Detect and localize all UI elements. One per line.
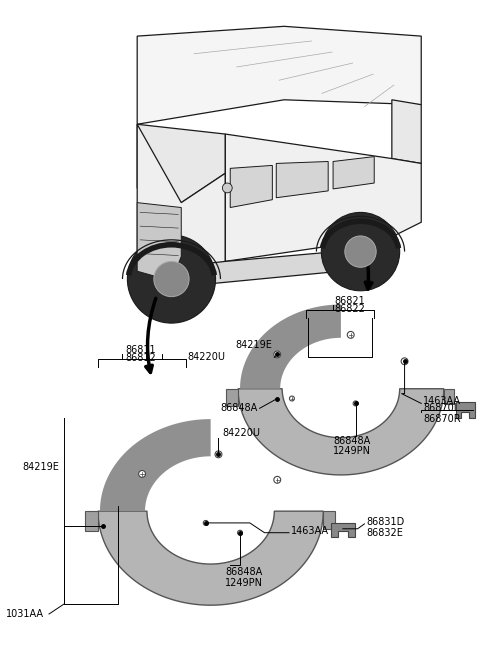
Polygon shape — [225, 134, 421, 261]
Polygon shape — [238, 389, 444, 475]
Text: 86821: 86821 — [335, 296, 365, 306]
Text: 1249PN: 1249PN — [333, 447, 371, 457]
Text: 86870L: 86870L — [423, 403, 459, 413]
Circle shape — [204, 520, 208, 525]
Polygon shape — [137, 203, 181, 281]
Circle shape — [215, 451, 222, 458]
Text: 84219E: 84219E — [22, 462, 59, 472]
Text: 1463AA: 1463AA — [423, 396, 461, 407]
Text: 86822: 86822 — [335, 304, 365, 314]
Text: 86832E: 86832E — [366, 527, 403, 538]
Polygon shape — [331, 523, 355, 537]
Polygon shape — [137, 26, 421, 124]
Polygon shape — [100, 419, 211, 511]
Circle shape — [289, 396, 294, 401]
Circle shape — [238, 530, 242, 535]
Polygon shape — [444, 389, 454, 404]
Polygon shape — [98, 511, 324, 605]
Text: 86831D: 86831D — [366, 517, 405, 527]
Polygon shape — [333, 157, 374, 189]
Circle shape — [274, 476, 281, 483]
Circle shape — [222, 183, 232, 193]
Circle shape — [345, 236, 376, 267]
Polygon shape — [324, 511, 335, 529]
Circle shape — [274, 351, 281, 358]
Polygon shape — [226, 389, 238, 406]
Polygon shape — [85, 511, 98, 531]
Text: 86812: 86812 — [125, 354, 156, 363]
Text: 1031AA: 1031AA — [6, 609, 44, 619]
Circle shape — [321, 213, 400, 291]
Text: 86811: 86811 — [125, 344, 156, 354]
Circle shape — [401, 358, 408, 365]
Text: 84220U: 84220U — [187, 352, 225, 362]
Polygon shape — [230, 165, 272, 207]
Text: 84219E: 84219E — [235, 340, 272, 350]
Text: 86870R: 86870R — [423, 414, 461, 424]
Text: 1463AA: 1463AA — [291, 525, 329, 536]
Text: 1249PN: 1249PN — [225, 578, 264, 588]
Circle shape — [353, 401, 358, 406]
Text: 84220U: 84220U — [222, 428, 260, 438]
Polygon shape — [137, 247, 392, 291]
Polygon shape — [276, 161, 328, 197]
Circle shape — [348, 331, 354, 338]
Text: 86848A: 86848A — [333, 436, 371, 445]
Circle shape — [154, 261, 189, 297]
Polygon shape — [240, 304, 341, 389]
Polygon shape — [456, 402, 475, 418]
Polygon shape — [137, 124, 225, 203]
Circle shape — [139, 470, 145, 478]
Polygon shape — [392, 100, 421, 163]
Polygon shape — [137, 124, 225, 286]
Text: 86848A: 86848A — [220, 403, 258, 413]
Circle shape — [127, 235, 216, 323]
Text: 86848A: 86848A — [225, 567, 263, 577]
